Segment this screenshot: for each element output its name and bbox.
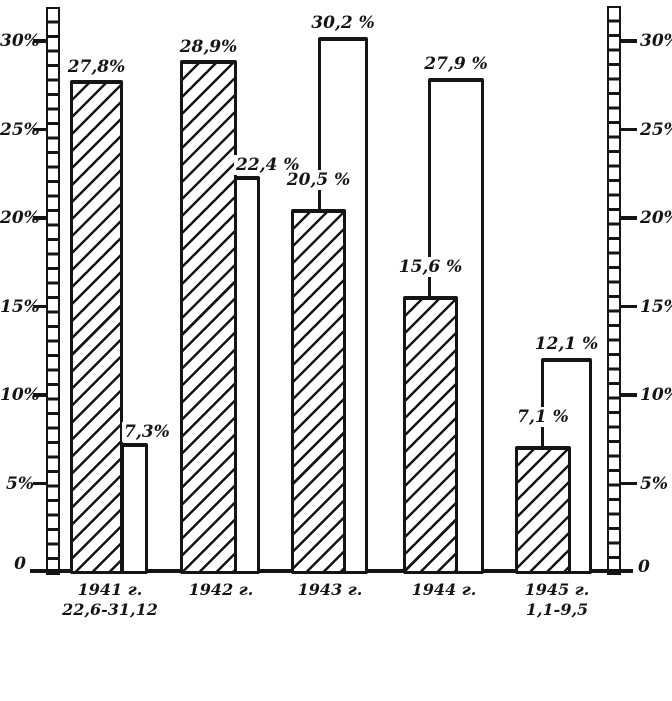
x-axis-label-1943: 1943 г. (297, 580, 363, 599)
bar-sanitary-1942 (233, 175, 260, 574)
right-axis-tick-15 (620, 304, 637, 308)
x-axis-label-1941: 1941 г. (77, 580, 143, 599)
bar-irrecoverable-1941 (70, 79, 123, 574)
value-label-sanitary-1942: 22,4 % (234, 154, 302, 175)
bar-irrecoverable-1945 (515, 446, 571, 574)
value-label-irrecoverable-1942: 28,9% (177, 37, 240, 58)
x-axis-sublabel-1945: 1,1-9,5 (525, 600, 589, 619)
left-axis-label-15: 15% (0, 296, 40, 317)
left-axis-tick-10 (33, 393, 48, 397)
right-axis-label-30: 30% (640, 31, 672, 51)
value-label-sanitary-1945: 12,1 % (532, 333, 601, 354)
left-axis-tick-25 (33, 127, 48, 131)
left-axis-label-25: 25% (0, 119, 40, 140)
value-label-sanitary-1944: 27,9 % (422, 54, 490, 75)
x-axis-label-1945: 1945 г. (524, 580, 590, 599)
left-axis-label-5: 5% (6, 473, 34, 494)
bar-sanitary-1941 (121, 442, 148, 574)
right-axis-label-25: 25% (640, 119, 672, 140)
right-axis-label-0: 0 (638, 557, 650, 577)
bar-chart-plot-area: 30% 30% 25% 25% 20% 20% 15% 15% 10% 10% 5% 5% 0 0 27,8… (0, 6, 672, 619)
x-axis-label-1944: 1944 г. (411, 580, 477, 599)
value-label-irrecoverable-1943: 20,5 % (284, 170, 353, 191)
bar-irrecoverable-1942 (180, 60, 237, 574)
right-axis-tick-10 (620, 393, 637, 397)
value-label-irrecoverable-1944: 15,6 % (396, 256, 465, 277)
left-axis-tick-15 (33, 304, 48, 308)
value-label-irrecoverable-1941: 27,8% (65, 56, 128, 77)
right-axis-tick-30 (620, 39, 637, 43)
left-axis-tick-20 (33, 216, 48, 220)
left-axis-ruler (46, 7, 60, 575)
left-axis-label-30: 30% (0, 31, 40, 51)
x-axis-label-1942: 1942 г. (188, 580, 254, 599)
right-axis-label-15: 15% (640, 296, 672, 317)
right-axis-tick-5 (620, 481, 637, 485)
left-axis-tick-30 (33, 39, 48, 43)
left-axis-label-10: 10% (0, 385, 40, 405)
left-axis-label-20: 20% (0, 208, 40, 228)
value-label-sanitary-1941: 7,3% (122, 421, 172, 442)
right-axis-tick-20 (620, 216, 637, 220)
legend: - Безвозвратные потери (за всю войну - 1… (0, 630, 672, 701)
left-axis-label-0: 0 (14, 554, 26, 574)
right-axis-label-10: 10% (640, 385, 672, 405)
right-axis-label-5: 5% (640, 473, 668, 494)
x-axis-sublabel-1941: 22,6-31,12 (62, 600, 158, 619)
right-axis-ruler (607, 6, 621, 575)
right-axis-label-20: 20% (640, 208, 672, 228)
bar-irrecoverable-1943 (291, 209, 346, 574)
value-label-sanitary-1943: 30,2 % (309, 13, 377, 34)
right-axis-tick-25 (620, 127, 637, 131)
value-label-irrecoverable-1945: 7,1 % (515, 407, 571, 428)
bar-irrecoverable-1944 (403, 295, 458, 574)
left-axis-tick-5 (33, 481, 48, 485)
